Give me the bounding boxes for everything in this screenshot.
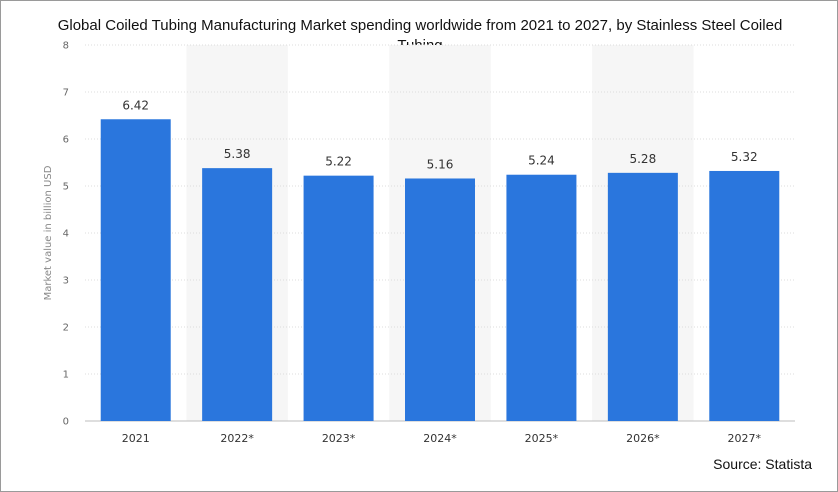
- data-label: 5.22: [325, 155, 352, 169]
- data-label: 5.38: [224, 147, 251, 161]
- y-axis-label: Market value in billion USD: [43, 165, 54, 300]
- y-axis-ticks: 0 1 2 3 4 5 6 7 8: [63, 41, 69, 428]
- x-tick-label: 2021: [122, 432, 150, 445]
- data-label: 6.42: [122, 98, 149, 112]
- bar: [607, 172, 678, 421]
- x-axis-categories: 2021 2022* 2023* 2024* 2025* 2026* 2027*: [122, 432, 762, 445]
- data-label: 5.28: [629, 152, 656, 166]
- x-tick-label: 2025*: [525, 432, 559, 445]
- x-tick-label: 2022*: [220, 432, 254, 445]
- bar: [100, 119, 171, 421]
- data-label: 5.32: [731, 150, 758, 164]
- x-tick-label: 2023*: [322, 432, 356, 445]
- y-tick-label: 0: [63, 417, 69, 428]
- y-tick-label: 8: [63, 41, 69, 52]
- data-labels: 6.42 5.38 5.22 5.16 5.24 5.28 5.32: [122, 98, 757, 171]
- y-tick-label: 6: [63, 135, 69, 146]
- bar: [506, 174, 577, 421]
- y-tick-label: 1: [63, 370, 69, 381]
- bar: [709, 170, 780, 421]
- source-note: Source: Statista: [713, 456, 812, 472]
- data-label: 5.24: [528, 154, 555, 168]
- x-tick-label: 2024*: [423, 432, 457, 445]
- bars: [100, 119, 780, 421]
- bar: [405, 178, 475, 421]
- x-tick-label: 2027*: [728, 432, 762, 445]
- bar: [202, 168, 273, 421]
- y-tick-label: 3: [63, 276, 69, 287]
- y-tick-label: 7: [63, 88, 69, 99]
- data-label: 5.16: [427, 157, 454, 171]
- bar: [303, 175, 374, 421]
- y-tick-label: 2: [63, 323, 69, 334]
- y-tick-label: 5: [63, 182, 69, 193]
- y-tick-label: 4: [63, 229, 69, 240]
- x-tick-label: 2026*: [626, 432, 660, 445]
